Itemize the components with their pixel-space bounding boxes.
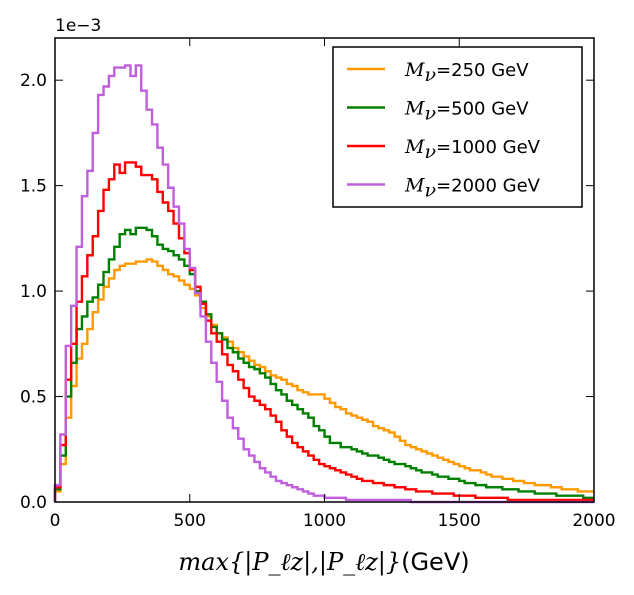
series-line-2	[53, 226, 594, 502]
x-tick-label: 0	[50, 511, 61, 531]
x-tick-label: 500	[174, 511, 206, 531]
x-axis-title-unit: (GeV)	[401, 548, 470, 576]
legend-items: Mν=250 GeV Mν=500 GeV Mν=1000 GeV Mν=2000 G…	[347, 59, 541, 202]
x-tick-label: 1500	[438, 511, 481, 531]
y-offset-label: 1e−3	[55, 16, 101, 36]
y-tick-label: 2.0	[20, 71, 47, 91]
ticks-layer: 0 500 1000 1500 2000 0.0 0.5 1.0 1.5 2.0	[20, 38, 616, 531]
x-tick-label: 1000	[303, 511, 346, 531]
x-axis-title: max{|P_ℓz|,|P_ℓz|}(GeV)	[178, 548, 469, 577]
y-tick-label: 1.5	[20, 177, 47, 197]
legend-label-2: Mν=500 GeV	[404, 98, 529, 125]
legend-label-4: Mν=2000 GeV	[404, 175, 541, 202]
series-line-1	[53, 258, 594, 502]
y-tick-label: 0.0	[20, 493, 47, 513]
legend: Mν=250 GeV Mν=500 GeV Mν=1000 GeV Mν=2000 G…	[332, 46, 583, 208]
y-tick-label: 0.5	[20, 388, 47, 408]
x-tick-label: 2000	[572, 511, 615, 531]
y-tick-label: 1.0	[20, 282, 47, 302]
legend-label-3: Mν=1000 GeV	[404, 136, 541, 163]
legend-box	[332, 46, 583, 208]
x-axis-title-math: max{|P_ℓz|,|P_ℓz|}	[178, 548, 401, 577]
legend-label-1: Mν=250 GeV	[404, 59, 529, 86]
series-line-3	[53, 161, 594, 502]
